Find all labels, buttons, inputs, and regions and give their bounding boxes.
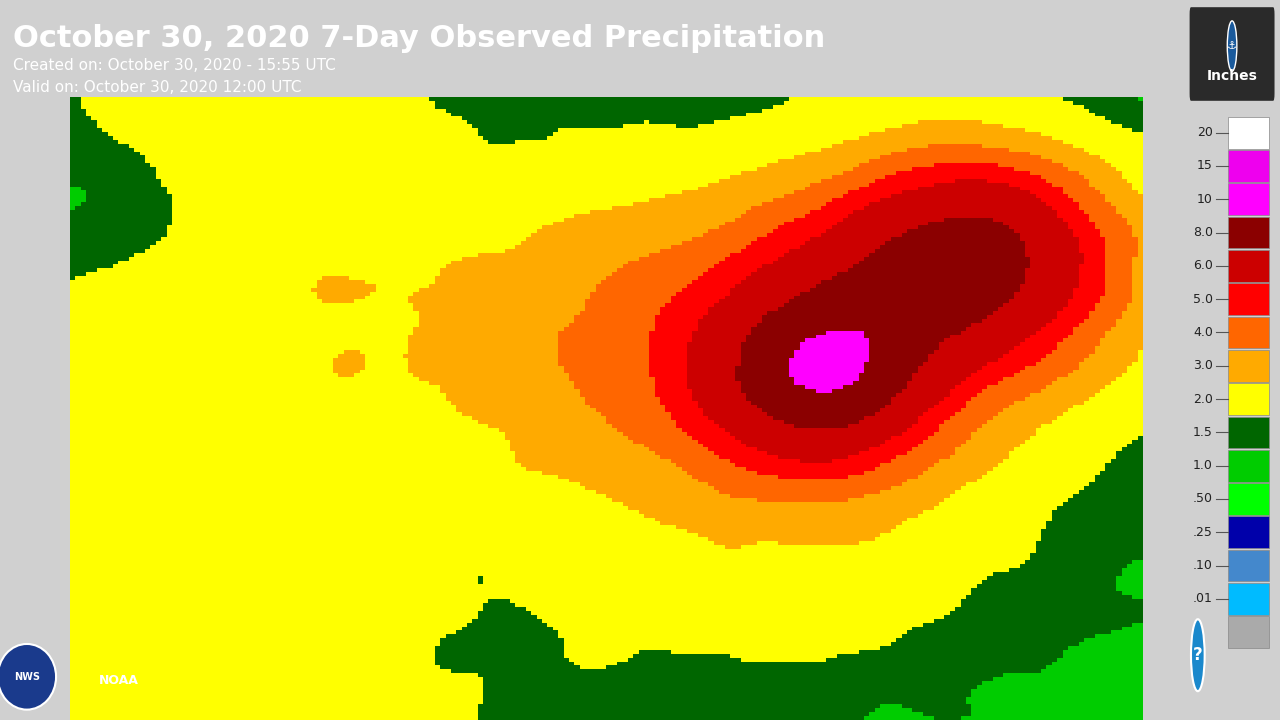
Text: .01: .01 [1193,593,1213,606]
Bar [1228,117,1268,148]
Text: 15: 15 [1197,160,1213,173]
Text: October 30, 2020 7-Day Observed Precipitation: October 30, 2020 7-Day Observed Precipit… [13,24,826,53]
Bar [1228,184,1268,215]
Bar [1228,284,1268,315]
Text: .10: .10 [1193,559,1213,572]
Bar [1228,350,1268,382]
Text: 4.0: 4.0 [1193,326,1213,339]
Text: ?: ? [1193,647,1203,664]
Text: 1.5: 1.5 [1193,426,1213,439]
Text: Created on: October 30, 2020 - 15:55 UTC: Created on: October 30, 2020 - 15:55 UTC [13,58,335,73]
Circle shape [1190,619,1204,691]
Circle shape [0,644,56,710]
Bar [1228,450,1268,482]
Text: 20: 20 [1197,126,1213,139]
Bar [1228,417,1268,448]
Bar [1228,483,1268,515]
Text: NOAA: NOAA [99,674,138,687]
Bar [1228,250,1268,282]
Bar [1228,616,1268,648]
Text: 5.0: 5.0 [1193,293,1213,306]
Bar [1228,217,1268,248]
Text: ⚓: ⚓ [1228,41,1236,51]
Text: 3.0: 3.0 [1193,359,1213,372]
Bar [1228,383,1268,415]
Text: 10: 10 [1197,193,1213,206]
Text: .50: .50 [1193,492,1213,505]
Text: 1.0: 1.0 [1193,459,1213,472]
Text: 6.0: 6.0 [1193,259,1213,272]
Bar [1228,516,1268,548]
Circle shape [1228,21,1236,71]
Text: Inches: Inches [1207,69,1257,83]
Text: Valid on: October 30, 2020 12:00 UTC: Valid on: October 30, 2020 12:00 UTC [13,80,301,95]
Text: NWS: NWS [14,672,40,682]
Bar [1228,317,1268,348]
Text: 8.0: 8.0 [1193,226,1213,239]
Bar [1228,583,1268,615]
Text: 2.0: 2.0 [1193,392,1213,405]
FancyBboxPatch shape [1189,7,1275,101]
Bar [1228,550,1268,582]
Text: .25: .25 [1193,526,1213,539]
Bar [1228,150,1268,182]
